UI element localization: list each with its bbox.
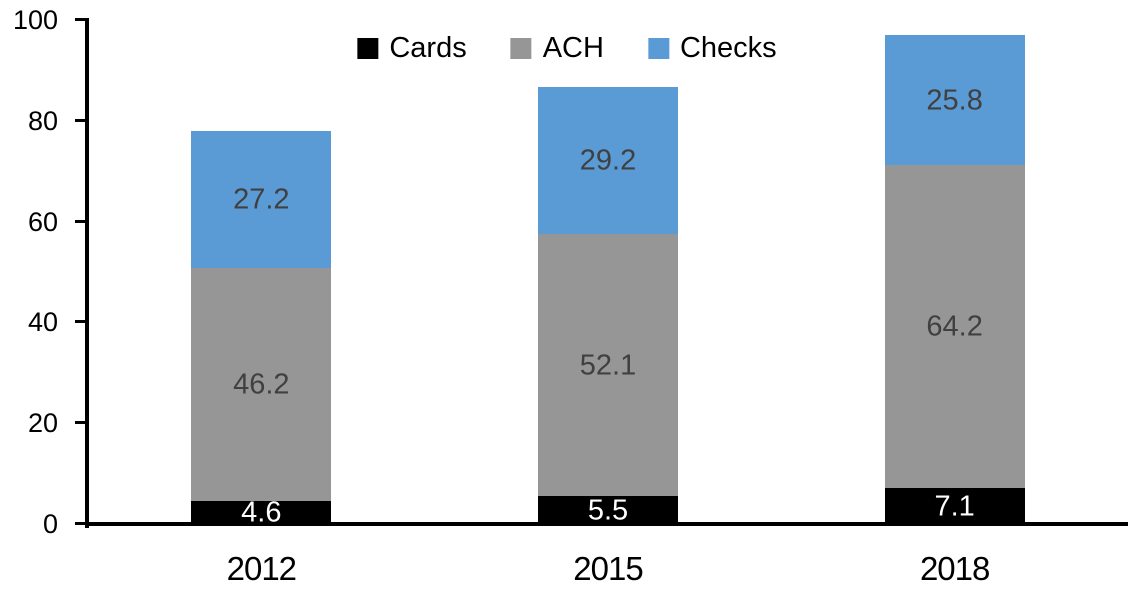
legend-item-cards: Cards [357,32,467,64]
bar-segment-label-cards-2012: 4.6 [241,496,282,529]
bar-segment-label-cards-2015: 5.5 [587,494,629,527]
bar-segment-checks-2012 [191,130,332,268]
bar-segment-cards-2015 [538,496,678,524]
chart-legend: Cards ACH Checks [357,32,777,64]
bar-segment-label-ach-2012: 46.2 [233,368,290,401]
legend-label-ach: ACH [542,32,604,64]
legend-label-checks: Checks [679,32,777,64]
x-axis-category-label: 2018 [919,550,990,587]
bar-segment-label-checks-2015: 29.2 [579,144,637,177]
legend-swatch-ach-icon [510,38,532,59]
y-axis-tick [75,118,85,122]
legend-swatch-cards-icon [357,38,379,59]
bar-segment-cards-2018 [884,488,1025,524]
bar-segment-ach-2012 [191,267,332,501]
y-axis-tick-label: 80 [27,105,58,136]
bar-segment-ach-2015 [538,233,678,497]
legend-swatch-checks-icon [647,38,669,59]
y-axis-tick-label: 60 [27,206,58,237]
bar-segment-cards-2012 [191,500,332,524]
y-axis-tick-label: 0 [42,509,58,539]
bar-segment-label-ach-2018: 64.2 [926,310,983,343]
bar-segment-label-checks-2012: 27.2 [233,183,290,216]
y-axis-tick [75,320,85,324]
x-axis-line [85,522,1128,526]
bar-segment-ach-2018 [884,164,1025,489]
legend-item-checks: Checks [647,32,777,64]
bar-segment-label-ach-2015: 52.1 [579,349,637,382]
legend-label-cards: Cards [389,32,467,64]
bar-segment-checks-2018 [884,34,1025,165]
legend-item-ach: ACH [510,32,604,64]
y-axis-tick [75,219,85,223]
y-axis-line [85,18,89,528]
bar-segment-label-checks-2018: 25.8 [926,84,983,117]
bar-segment-checks-2015 [538,86,678,234]
y-axis-tick-label: 40 [27,307,58,338]
x-axis-category-label: 2012 [226,550,297,587]
y-axis-tick-label: 20 [27,408,58,439]
y-axis-tick [75,18,85,21]
y-axis-tick [75,421,85,425]
y-axis-tick [75,522,85,525]
y-axis-tick-label: 100 [12,5,58,35]
bar-segment-label-cards-2018: 7.1 [934,490,975,523]
x-axis-category-label: 2015 [573,550,643,587]
